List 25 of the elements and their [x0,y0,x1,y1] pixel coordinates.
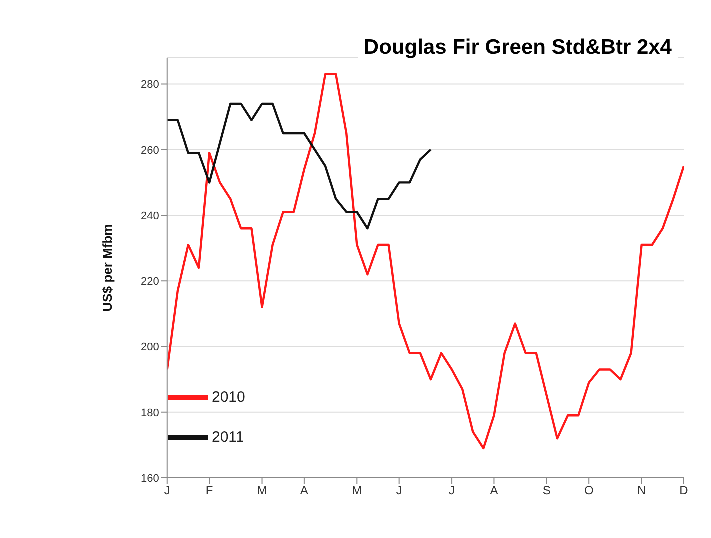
legend-label: 2010 [212,388,246,406]
x-tick-label: D [680,484,689,498]
chart-title: Douglas Fir Green Std&Btr 2x4 [358,36,678,60]
y-tick-label: 200 [141,342,160,354]
y-tick-label: 180 [141,407,160,420]
y-tick-label: 160 [141,472,160,485]
x-tick-label: F [206,484,214,498]
y-tick-label: 260 [141,144,160,157]
x-tick-label: N [637,484,646,498]
line-series [167,73,684,450]
line-series [167,102,432,230]
x-tick-label: S [542,484,551,498]
y-tick-label: 240 [141,210,160,222]
x-tick-label: J [396,484,402,498]
x-tick-label: O [584,484,594,498]
x-tick-label: M [257,484,268,498]
x-tick-label: A [300,484,308,498]
x-tick-label: A [490,484,498,498]
x-tick-label: J [164,484,170,498]
legend-label: 2011 [212,428,244,446]
y-tick-label: 220 [141,276,160,288]
x-tick-label: M [352,484,362,498]
y-axis-title: US$ per Mfbm [100,224,115,312]
x-tick-label: J [449,484,456,498]
y-tick-label: 280 [141,79,160,92]
